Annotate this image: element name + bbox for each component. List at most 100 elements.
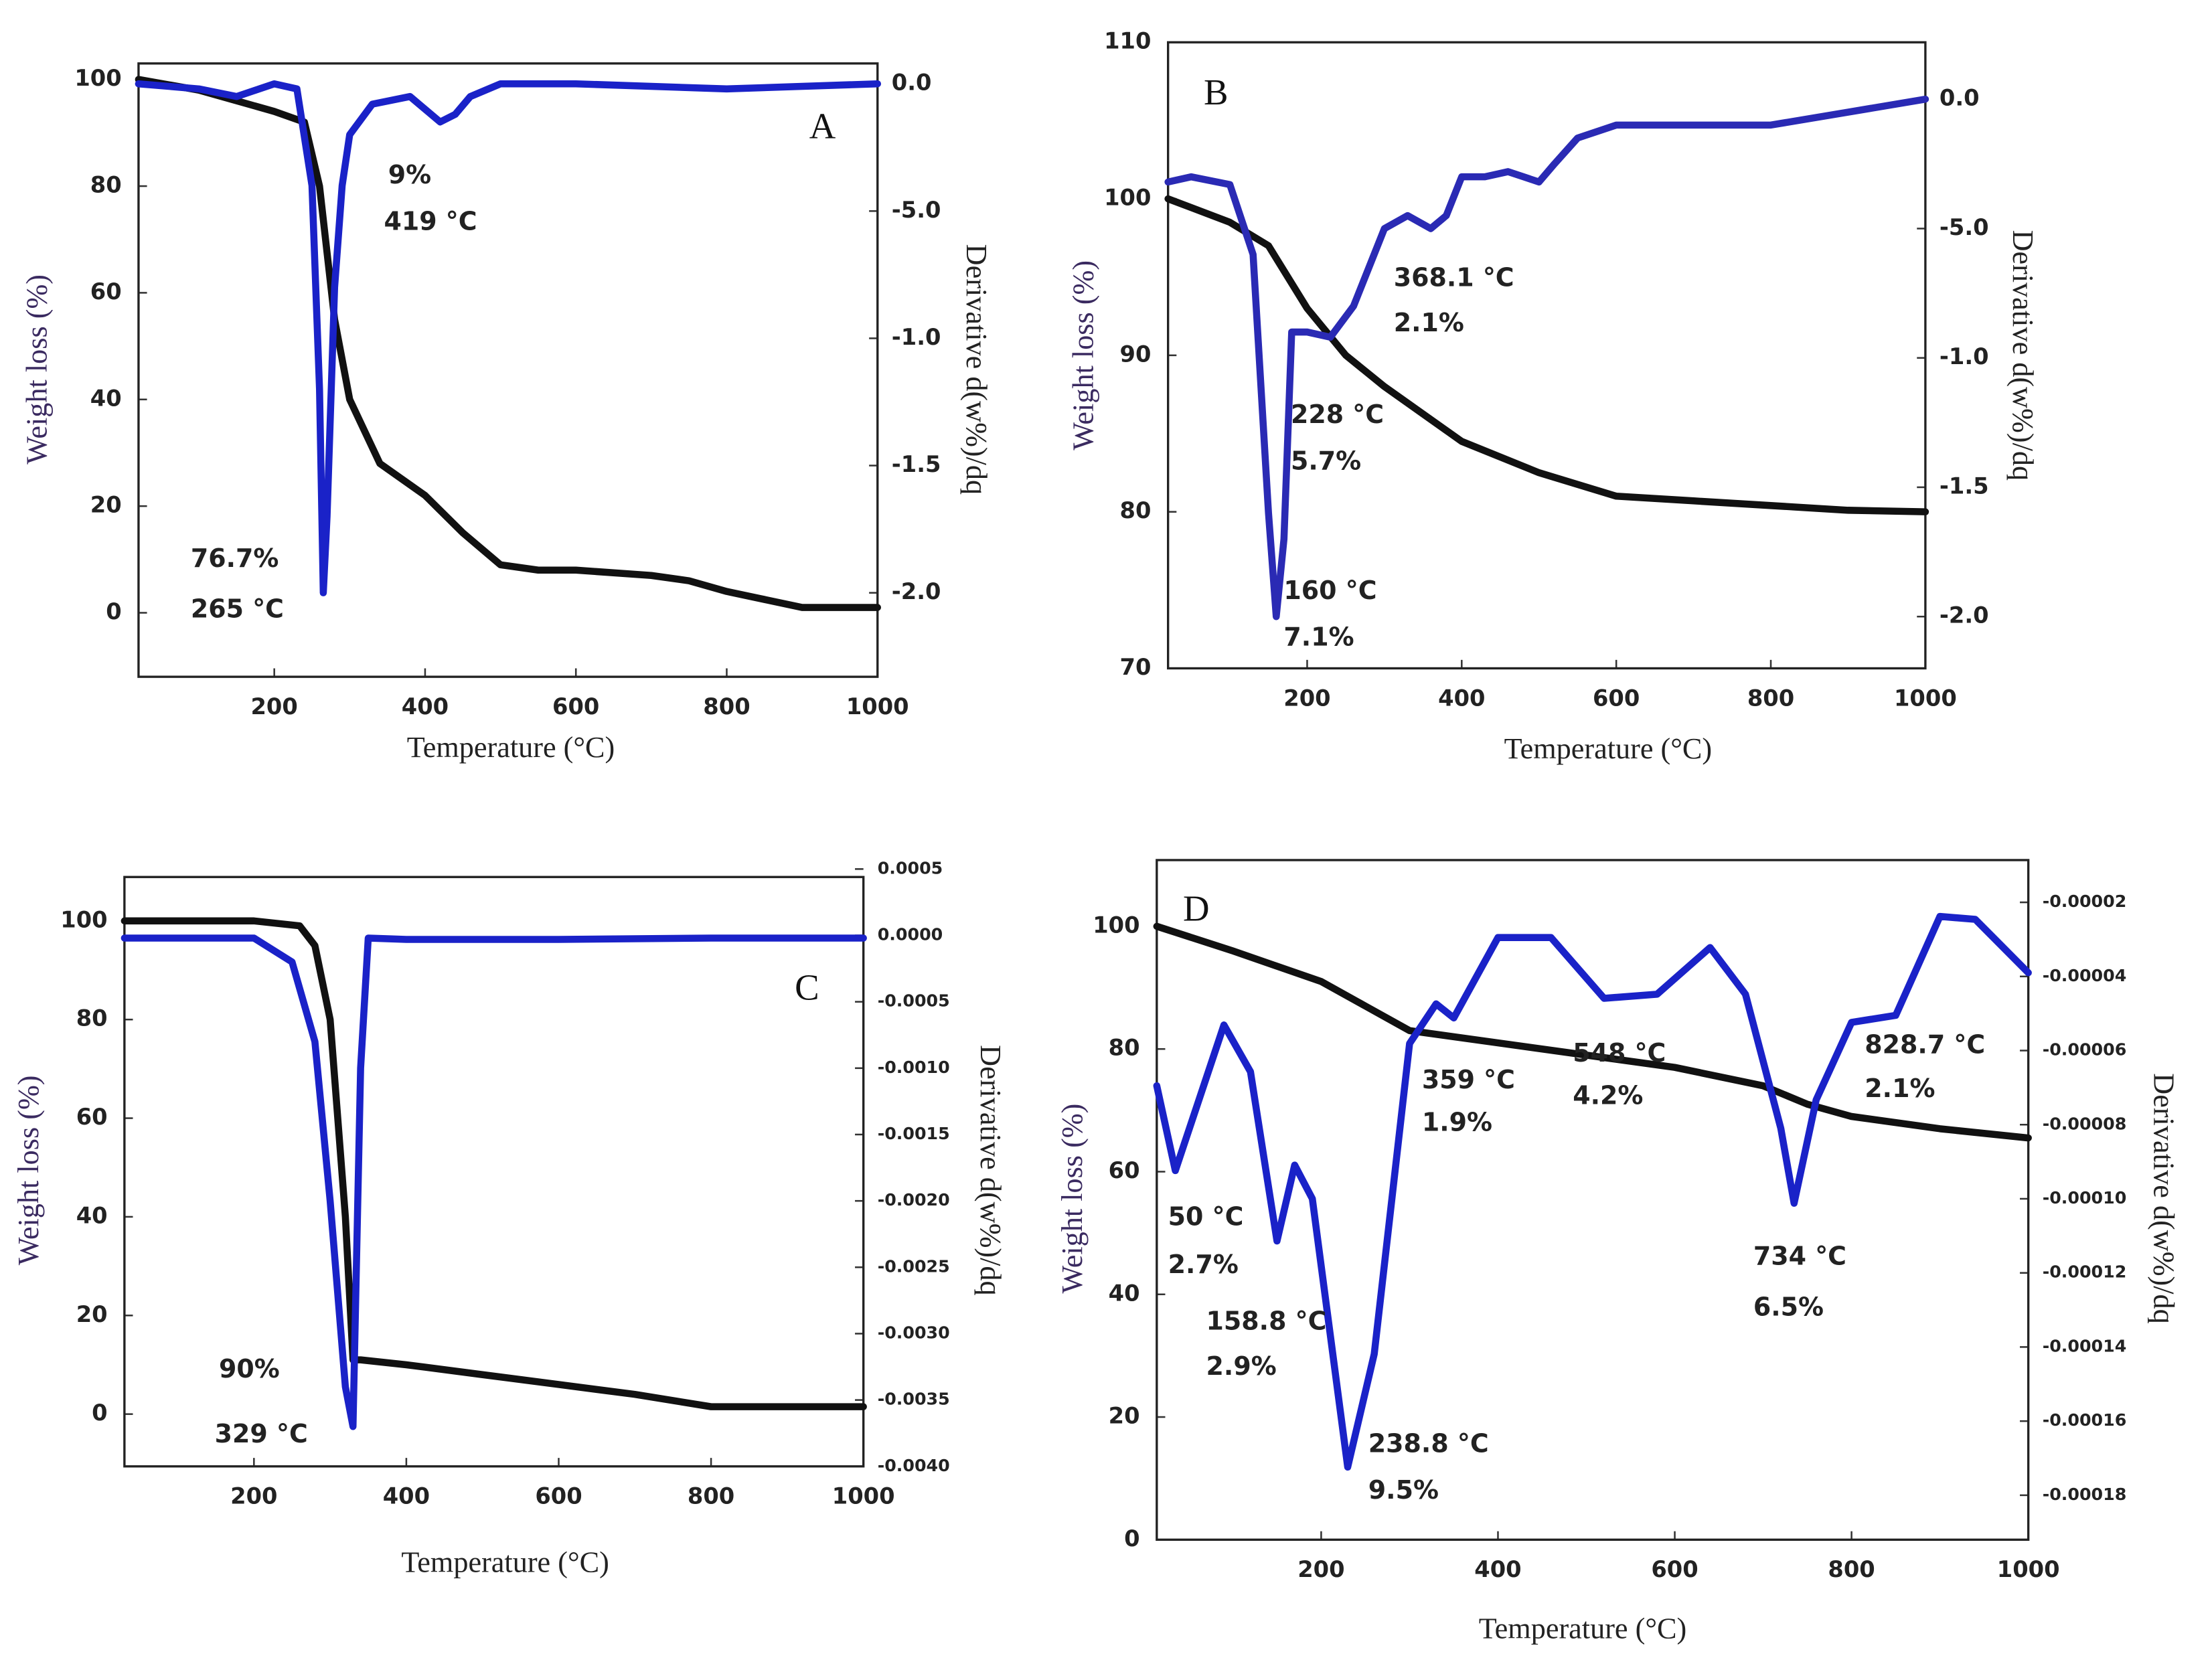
annotation: 158.8 °C (1206, 1306, 1327, 1335)
y2-tick-label: -0.00006 (2043, 1040, 2127, 1060)
x-tick-label: 600 (535, 1483, 582, 1509)
annotation: 265 °C (191, 594, 284, 624)
y2-tick-label: 0.0 (1940, 85, 1980, 111)
x-tick-label: 400 (402, 693, 449, 720)
panel-label: C (795, 967, 819, 1007)
y2-axis-label: Derivative d(w%)/dq (974, 1045, 1007, 1296)
annotation: 160 °C (1283, 576, 1376, 605)
y-tick-label: 90 (1120, 341, 1152, 367)
derivative-line (1164, 95, 1929, 620)
annotation: 828.7 °C (1865, 1030, 1985, 1060)
y2-tick-label: -0.0020 (878, 1190, 950, 1210)
x-tick-label: 600 (552, 693, 599, 720)
y2-axis-label: Derivative d(w%)/dq (960, 244, 993, 495)
x-tick-label: 800 (1828, 1556, 1875, 1582)
y2-tick-label: -0.00008 (2043, 1114, 2127, 1133)
y2-tick-label: -0.0035 (878, 1390, 950, 1409)
x-tick-label: 400 (1474, 1556, 1521, 1582)
y-tick-label: 60 (90, 278, 122, 305)
annotation: 238.8 °C (1368, 1429, 1489, 1458)
x-tick-label: 1000 (1894, 685, 1957, 711)
y-tick-label: 110 (1104, 28, 1151, 54)
y-tick-label: 70 (1120, 654, 1152, 680)
y2-tick-label: 0.0005 (878, 858, 943, 878)
weight-line (1153, 922, 2032, 1142)
y2-tick-label: -0.0040 (878, 1456, 950, 1475)
y-tick-label: 0 (92, 1400, 107, 1426)
y2-tick-label: -0.0030 (878, 1323, 950, 1342)
annotation: 5.7% (1291, 446, 1361, 475)
y-axis-label: Weight loss (%) (12, 1075, 45, 1265)
y2-tick-label: -2.0 (1940, 602, 1989, 629)
x-axis-label: Temperature (°C) (1504, 732, 1712, 765)
y2-tick-label: -0.00010 (2043, 1188, 2127, 1207)
y-tick-label: 20 (76, 1301, 108, 1327)
annotation: 2.9% (1206, 1351, 1277, 1381)
x-axis-label: Temperature (°C) (1479, 1612, 1686, 1645)
y2-tick-label: -5.0 (1940, 214, 1989, 240)
y2-tick-label: -0.00014 (2043, 1336, 2127, 1355)
annotation: 359 °C (1422, 1065, 1515, 1094)
y-tick-label: 100 (74, 65, 121, 91)
y2-tick-label: 0.0000 (878, 925, 943, 944)
y2-tick-label: -0.00012 (2043, 1262, 2127, 1282)
x-tick-label: 1000 (832, 1483, 895, 1509)
annotation: 7.1% (1283, 622, 1354, 652)
plot-frame (137, 62, 879, 678)
annotation: 2.1% (1394, 308, 1464, 337)
weight-line (135, 76, 882, 611)
x-tick-label: 1000 (846, 693, 909, 720)
y2-tick-label: -0.0005 (878, 991, 950, 1011)
y-tick-label: 80 (90, 172, 122, 198)
y-tick-label: 40 (90, 385, 122, 411)
plot-frame (1167, 41, 1927, 670)
x-tick-label: 200 (1297, 1556, 1344, 1582)
y-tick-label: 40 (76, 1202, 108, 1228)
panel-label: D (1183, 888, 1210, 928)
x-tick-label: 600 (1593, 685, 1640, 711)
y-tick-label: 80 (76, 1005, 108, 1031)
annotation: 9.5% (1368, 1475, 1439, 1505)
y-tick-label: 20 (90, 492, 122, 518)
y-tick-label: 20 (1109, 1403, 1140, 1429)
y2-tick-label: -0.00018 (2043, 1485, 2127, 1504)
annotation: 734 °C (1753, 1242, 1846, 1271)
x-tick-label: 800 (688, 1483, 734, 1509)
annotation: 90% (219, 1354, 280, 1384)
x-axis-label: Temperature (°C) (401, 1546, 609, 1578)
y-tick-label: 100 (60, 906, 107, 932)
y-axis-label: Weight loss (%) (1067, 260, 1100, 450)
plot-frame (1156, 859, 2030, 1541)
plot-frame (123, 875, 865, 1468)
y-tick-label: 80 (1109, 1035, 1140, 1061)
y2-tick-label: -1.0 (1940, 343, 1989, 369)
annotation: 50 °C (1168, 1202, 1244, 1232)
x-tick-label: 200 (1283, 685, 1330, 711)
y2-axis-label: Derivative d(w%)/dq (2148, 1073, 2181, 1324)
annotation: 548 °C (1573, 1038, 1666, 1068)
annotation: 9% (388, 160, 431, 189)
y2-tick-label: -0.00016 (2043, 1410, 2127, 1430)
derivative-line (1153, 912, 2032, 1471)
x-tick-label: 200 (251, 693, 298, 720)
annotation: 1.9% (1422, 1107, 1492, 1137)
annotation: 228 °C (1291, 400, 1384, 429)
x-tick-label: 800 (703, 693, 750, 720)
x-tick-label: 600 (1651, 1556, 1698, 1582)
y2-tick-label: -0.0025 (878, 1256, 950, 1276)
panel-label: A (809, 105, 836, 146)
y2-tick-label: 0.0 (892, 70, 932, 96)
x-tick-label: 400 (383, 1483, 430, 1509)
derivative-line (121, 934, 867, 1430)
y-axis-label: Weight loss (%) (21, 274, 54, 465)
y-axis-label: Weight loss (%) (1056, 1104, 1089, 1294)
annotation: 2.1% (1865, 1074, 1935, 1103)
y2-tick-label: -5.0 (892, 197, 941, 223)
y2-tick-label: -1.0 (892, 324, 941, 350)
y-tick-label: 0 (106, 598, 121, 624)
y-tick-label: 80 (1120, 497, 1152, 523)
annotation: 2.7% (1168, 1250, 1239, 1279)
y2-tick-label: -1.5 (892, 451, 941, 477)
annotation: 368.1 °C (1394, 263, 1514, 293)
